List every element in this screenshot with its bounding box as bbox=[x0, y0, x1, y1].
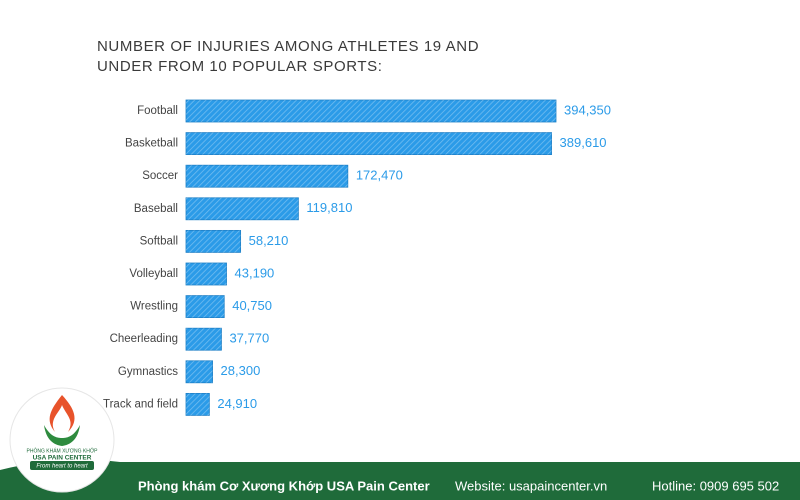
bar-hatch bbox=[186, 165, 348, 188]
bar-hatch bbox=[186, 230, 241, 253]
bar-hatch bbox=[186, 132, 552, 155]
value-label: 394,350 bbox=[564, 102, 611, 117]
category-label: Soccer bbox=[142, 170, 178, 182]
logo-tagline: From heart to heart bbox=[36, 464, 88, 470]
value-label: 389,610 bbox=[560, 135, 607, 150]
logo-line2: USA PAIN CENTER bbox=[33, 455, 92, 462]
bar-hatch bbox=[186, 328, 222, 351]
value-label: 40,750 bbox=[232, 298, 272, 313]
category-label: Track and field bbox=[103, 398, 178, 410]
category-label: Basketball bbox=[125, 138, 178, 150]
footer-clinic: Phòng khám Cơ Xương Khớp USA Pain Center bbox=[138, 478, 430, 493]
logo-flame bbox=[49, 395, 75, 432]
logo-tag-bg bbox=[30, 461, 94, 470]
bar-hatch bbox=[186, 360, 213, 383]
footer-website: Website: usapaincenter.vn bbox=[455, 478, 607, 493]
value-label: 28,300 bbox=[221, 363, 261, 378]
category-label: Gymnastics bbox=[118, 366, 178, 378]
category-label: Softball bbox=[140, 235, 178, 247]
bar-hatch bbox=[186, 295, 225, 318]
bar-hatch bbox=[186, 100, 556, 122]
value-label: 172,470 bbox=[356, 168, 403, 183]
value-label: 119,810 bbox=[306, 200, 352, 215]
category-label: Football bbox=[137, 105, 178, 117]
chart-title: NUMBER OF INJURIES AMONG ATHLETES 19 AND… bbox=[97, 38, 480, 75]
bar-hatch bbox=[186, 263, 227, 285]
value-label: 37,770 bbox=[229, 331, 269, 346]
bar-hatch bbox=[186, 197, 299, 220]
category-label: Volleyball bbox=[129, 268, 178, 280]
bar-hatch bbox=[186, 393, 210, 416]
value-label: 58,210 bbox=[249, 233, 289, 248]
value-label: 24,910 bbox=[217, 396, 257, 411]
category-label: Cheerleading bbox=[110, 333, 178, 345]
footer-band bbox=[0, 459, 800, 500]
category-label: Wrestling bbox=[130, 301, 178, 313]
footer-hotline: Hotline: 0909 695 502 bbox=[652, 478, 779, 493]
value-label: 43,190 bbox=[235, 265, 275, 280]
logo-leaf bbox=[44, 425, 80, 446]
logo-line1: PHÒNG KHÁM XƯƠNG KHỚP bbox=[27, 447, 99, 454]
category-label: Baseball bbox=[134, 203, 178, 215]
bars: Football 394,350 Basketball 389,610 Soccer 17… bbox=[103, 99, 611, 416]
